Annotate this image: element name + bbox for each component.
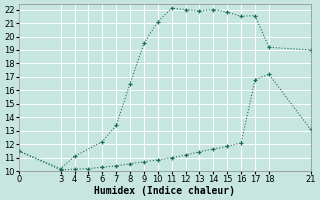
X-axis label: Humidex (Indice chaleur): Humidex (Indice chaleur) <box>94 186 235 196</box>
